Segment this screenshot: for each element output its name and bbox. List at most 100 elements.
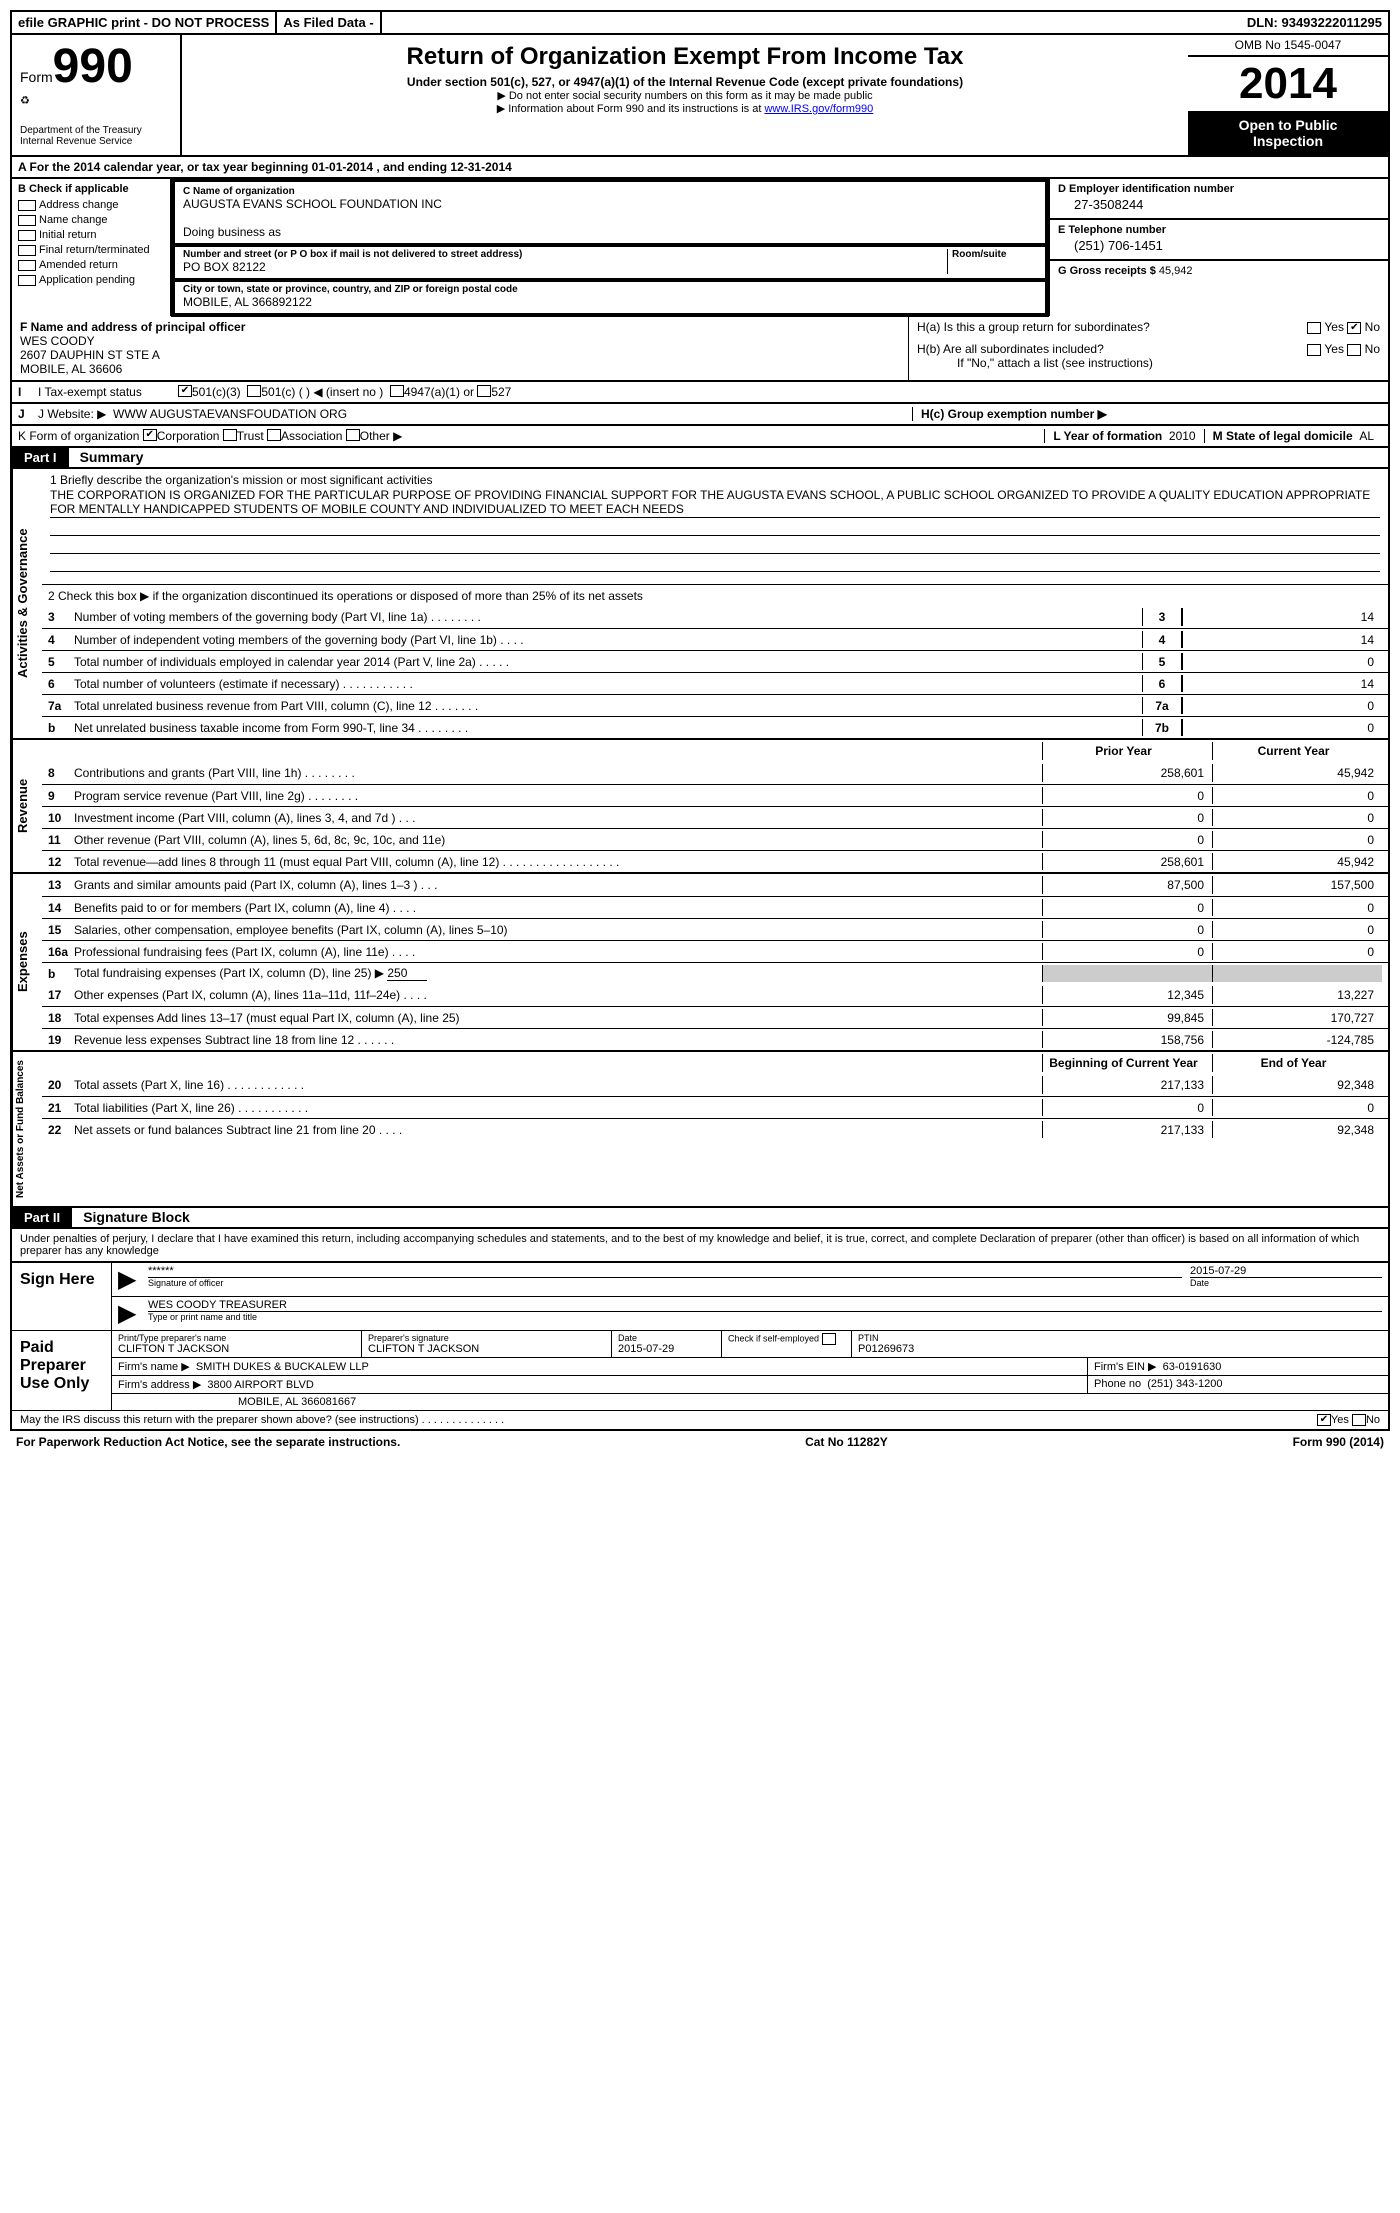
form-990-page: efile GRAPHIC print - DO NOT PROCESS As …	[0, 0, 1400, 1463]
na-line-22: 22 Net assets or fund balances Subtract …	[42, 1118, 1388, 1140]
org-city-cell: City or town, state or province, country…	[171, 280, 1049, 317]
rev-line-12: 12 Total revenue—add lines 8 through 11 …	[42, 850, 1388, 872]
firm-phone: (251) 343-1200	[1147, 1378, 1222, 1390]
group-return: Yes ✔ No H(a) Is this a group return for…	[908, 316, 1388, 380]
officer-signature: ******	[148, 1265, 1182, 1278]
rev-line-11: 11 Other revenue (Part VIII, column (A),…	[42, 828, 1388, 850]
discuss-with-preparer: May the IRS discuss this return with the…	[20, 1414, 504, 1426]
open-inspection: Open to Public Inspection	[1188, 111, 1388, 155]
tax-year: 2014	[1188, 57, 1388, 111]
recycle-icon: ♻	[20, 94, 172, 107]
ptin-value: P01269673	[858, 1343, 1382, 1355]
perjury-statement: Under penalties of perjury, I declare th…	[10, 1229, 1390, 1263]
sign-date: 2015-07-29	[1190, 1265, 1382, 1278]
col-c-org-info: C Name of organization AUGUSTA EVANS SCH…	[172, 179, 1048, 316]
cb-address-change: Address change	[18, 199, 164, 211]
preparer-date: 2015-07-29	[618, 1343, 715, 1355]
irs-label: Internal Revenue Service	[20, 136, 172, 147]
signature-block: Sign Here ▶ ****** Signature of officer …	[10, 1263, 1390, 1431]
line-16b: b Total fundraising expenses (Part IX, c…	[42, 962, 1388, 984]
col-b-checkboxes: B Check if applicable Address change Nam…	[12, 179, 172, 316]
hb-line: Yes No H(b) Are all subordinates include…	[917, 342, 1380, 356]
header-title-block: Return of Organization Exempt From Incom…	[182, 35, 1188, 155]
preparer-name: CLIFTON T JACKSON	[118, 1343, 355, 1355]
row-a-tax-year: A For the 2014 calendar year, or tax yea…	[10, 157, 1390, 179]
gov-line-6: 6 Total number of volunteers (estimate i…	[42, 672, 1388, 694]
rev-line-9: 9 Program service revenue (Part VIII, li…	[42, 784, 1388, 806]
revenue-header: Prior Year Current Year	[42, 740, 1388, 762]
info-note: ▶ Information about Form 990 and its ins…	[192, 102, 1178, 115]
form-subtitle: Under section 501(c), 527, or 4947(a)(1)…	[192, 75, 1178, 89]
tel-cell: E Telephone number (251) 706-1451	[1050, 220, 1388, 261]
cb-final-return: Final return/terminated	[18, 244, 164, 256]
org-address-cell: Number and street (or P O box if mail is…	[171, 245, 1049, 282]
gov-line-7b: b Net unrelated business taxable income …	[42, 716, 1388, 738]
hc-group-exemption: H(c) Group exemption number ▶	[912, 407, 1382, 421]
row-i-tax-status: I I Tax-exempt status ✔ 501(c)(3) 501(c)…	[10, 382, 1390, 404]
vside-governance: Activities & Governance	[12, 469, 42, 738]
mission-description: 1 Briefly describe the organization's mi…	[42, 469, 1388, 584]
header-left: Form990 ♻ Department of the Treasury Int…	[12, 35, 182, 155]
year-formation: L Year of formation 2010	[1044, 429, 1203, 443]
as-filed: As Filed Data -	[277, 12, 381, 33]
ssn-note: ▶ Do not enter social security numbers o…	[192, 89, 1178, 102]
exp-line-14: 14 Benefits paid to or for members (Part…	[42, 896, 1388, 918]
ein-cell: D Employer identification number 27-3508…	[1050, 179, 1388, 220]
exp-line-15: 15 Salaries, other compensation, employe…	[42, 918, 1388, 940]
firm-name: SMITH DUKES & BUCKALEW LLP	[196, 1361, 369, 1373]
ha-line: Yes ✔ No H(a) Is this a group return for…	[917, 320, 1380, 334]
cb-pending: Application pending	[18, 274, 164, 286]
hb-note: If "No," attach a list (see instructions…	[957, 356, 1380, 370]
sign-here-label: Sign Here	[12, 1263, 112, 1330]
line-2-discontinued: 2 Check this box ▶ if the organization d…	[42, 584, 1388, 606]
row-k-org-form: K Form of organization ✔ Corporation Tru…	[10, 426, 1390, 448]
cb-amended: Amended return	[18, 259, 164, 271]
omb-number: OMB No 1545-0047	[1188, 35, 1388, 57]
form-number: Form990	[20, 39, 172, 94]
preparer-signature: CLIFTON T JACKSON	[368, 1343, 605, 1355]
expenses-section: Expenses 13 Grants and similar amounts p…	[10, 874, 1390, 1052]
firm-ein: 63-0191630	[1163, 1361, 1222, 1373]
dept-treasury: Department of the Treasury	[20, 125, 172, 136]
vside-expenses: Expenses	[12, 874, 42, 1050]
org-name-cell: C Name of organization AUGUSTA EVANS SCH…	[171, 178, 1049, 247]
part-2-header: Part II Signature Block	[10, 1208, 1390, 1229]
rev-line-8: 8 Contributions and grants (Part VIII, l…	[42, 762, 1388, 784]
exp-line-13: 13 Grants and similar amounts paid (Part…	[42, 874, 1388, 896]
gov-line-4: 4 Number of independent voting members o…	[42, 628, 1388, 650]
state-domicile: M State of legal domicile AL	[1204, 429, 1382, 443]
paid-preparer-label: Paid Preparer Use Only	[12, 1331, 112, 1410]
dln: DLN: 93493222011295	[1241, 12, 1388, 33]
part-1-header: Part I Summary	[10, 448, 1390, 469]
firm-address: 3800 AIRPORT BLVD	[207, 1379, 313, 1391]
principal-officer: F Name and address of principal officer …	[12, 316, 908, 380]
cb-initial-return: Initial return	[18, 229, 164, 241]
officer-name: WES COODY TREASURER	[148, 1299, 1382, 1312]
exp-line-17: 17 Other expenses (Part IX, column (A), …	[42, 984, 1388, 1006]
exp-line-19: 19 Revenue less expenses Subtract line 1…	[42, 1028, 1388, 1050]
section-bcd: B Check if applicable Address change Nam…	[10, 179, 1390, 316]
exp-line-16a: 16a Professional fundraising fees (Part …	[42, 940, 1388, 962]
irs-link[interactable]: www.IRS.gov/form990	[764, 103, 873, 115]
row-j-website: J J Website: ▶ WWW AUGUSTAEVANSFOUDATION…	[10, 404, 1390, 426]
firm-city: MOBILE, AL 366081667	[118, 1396, 356, 1408]
netassets-header: Beginning of Current Year End of Year	[42, 1052, 1388, 1074]
col-d-ein: D Employer identification number 27-3508…	[1048, 179, 1388, 316]
gov-line-3: 3 Number of voting members of the govern…	[42, 606, 1388, 628]
form-header: Form990 ♻ Department of the Treasury Int…	[10, 35, 1390, 157]
self-employed-check: Check if self-employed	[722, 1331, 852, 1357]
exp-line-18: 18 Total expenses Add lines 13–17 (must …	[42, 1006, 1388, 1028]
gov-line-5: 5 Total number of individuals employed i…	[42, 650, 1388, 672]
vside-netassets: Net Assets or Fund Balances	[12, 1052, 42, 1206]
page-footer: For Paperwork Reduction Act Notice, see …	[10, 1431, 1390, 1453]
row-fh: F Name and address of principal officer …	[10, 316, 1390, 382]
na-line-20: 20 Total assets (Part X, line 16) . . . …	[42, 1074, 1388, 1096]
top-bar: efile GRAPHIC print - DO NOT PROCESS As …	[10, 10, 1390, 35]
efile-notice: efile GRAPHIC print - DO NOT PROCESS	[12, 12, 277, 33]
activities-governance: Activities & Governance 1 Briefly descri…	[10, 469, 1390, 740]
na-line-21: 21 Total liabilities (Part X, line 26) .…	[42, 1096, 1388, 1118]
gross-receipts-cell: G Gross receipts $ 45,942	[1050, 261, 1388, 281]
gov-line-7a: 7a Total unrelated business revenue from…	[42, 694, 1388, 716]
revenue-section: Revenue Prior Year Current Year 8 Contri…	[10, 740, 1390, 874]
rev-line-10: 10 Investment income (Part VIII, column …	[42, 806, 1388, 828]
